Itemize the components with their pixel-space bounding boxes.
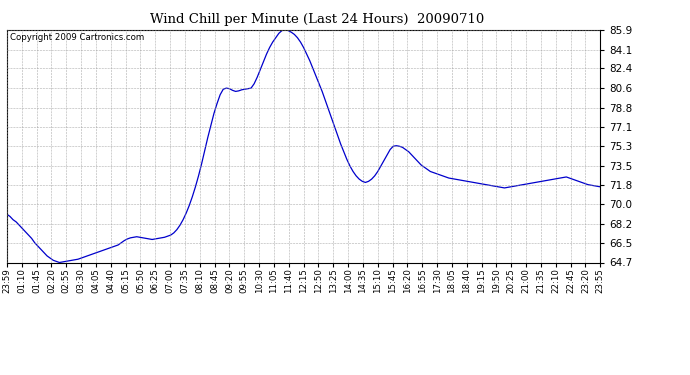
- Text: Wind Chill per Minute (Last 24 Hours)  20090710: Wind Chill per Minute (Last 24 Hours) 20…: [150, 13, 484, 26]
- Text: Copyright 2009 Cartronics.com: Copyright 2009 Cartronics.com: [10, 33, 144, 42]
